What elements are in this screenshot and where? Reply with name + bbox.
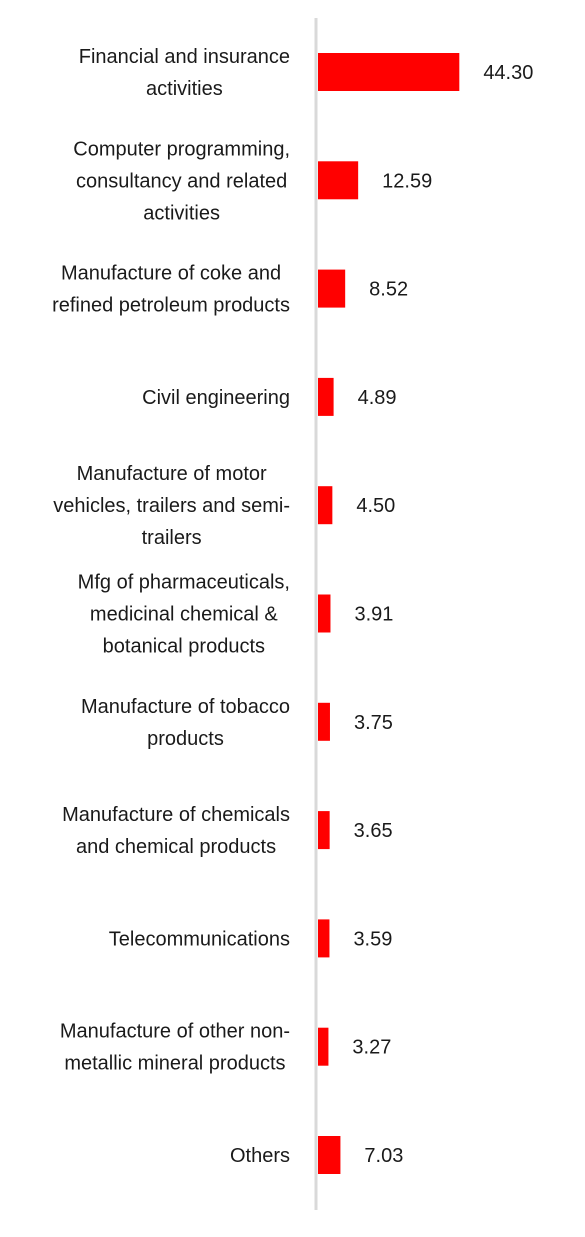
category-label-line: Computer programming, xyxy=(73,138,290,160)
bar xyxy=(318,53,460,91)
category-label-line: Manufacture of tobacco xyxy=(81,696,290,718)
bar xyxy=(318,919,330,958)
category-label-line: Manufacture of motor xyxy=(77,463,267,485)
bar-value-label: 12.59 xyxy=(382,170,432,192)
bar-value-label: 3.75 xyxy=(354,712,393,734)
category-label-line: consultancy and related xyxy=(76,170,287,192)
bar xyxy=(318,269,346,308)
category-label-line: trailers xyxy=(142,527,202,549)
category-label-line: Manufacture of coke and xyxy=(61,263,281,285)
bar-value-label: 3.59 xyxy=(353,928,392,950)
category-label-line: botanical products xyxy=(103,636,265,658)
category-label: Manufacture of tobacco products xyxy=(81,696,290,750)
category-label-line: vehicles, trailers and semi- xyxy=(53,495,290,517)
bar xyxy=(318,811,330,850)
category-label: Others xyxy=(230,1145,290,1167)
bar xyxy=(318,161,359,200)
category-label: Manufacture of chemicals and chemical pro… xyxy=(62,804,290,858)
category-label-line: products xyxy=(147,728,224,750)
bar xyxy=(318,1027,329,1066)
value-labels-layer: 44.30 12.59 8.52 4.89 4.50 3.91 3.75 3.65 3.59 3.… xyxy=(352,62,533,1167)
category-label: Manufacture of coke and refined petroleum… xyxy=(52,263,290,317)
category-label: Computer programming, consultancy and rel… xyxy=(73,138,290,224)
category-label-line: Telecommunications xyxy=(109,928,290,950)
bar-value-label: 4.89 xyxy=(358,387,397,409)
bar-value-label: 44.30 xyxy=(483,62,533,84)
category-label-line: activities xyxy=(143,202,220,224)
category-label: Financial and insurance activities xyxy=(79,46,290,100)
category-label: Mfg of pharmaceuticals, medicinal chemica… xyxy=(78,572,290,658)
category-label-line: Financial and insurance xyxy=(79,46,290,68)
category-label: Civil engineering xyxy=(142,387,290,409)
category-label-line: Manufacture of chemicals xyxy=(62,804,290,826)
bar-value-label: 7.03 xyxy=(364,1145,403,1167)
category-label-line: medicinal chemical & xyxy=(90,604,279,626)
bar xyxy=(318,1136,341,1174)
category-label: Telecommunications xyxy=(109,928,290,950)
category-label-line: metallic mineral products xyxy=(64,1053,285,1075)
category-label-line: activities xyxy=(146,78,223,100)
bar xyxy=(318,486,333,525)
category-label-line: Mfg of pharmaceuticals, xyxy=(78,572,290,594)
bar xyxy=(318,377,334,416)
bar-value-label: 8.52 xyxy=(369,279,408,301)
bar-value-label: 3.91 xyxy=(354,604,393,626)
category-labels-layer: Financial and insuranceactivitiesCompute… xyxy=(52,46,290,1167)
category-label: Manufacture of motor vehicles, trailers a… xyxy=(53,463,290,549)
bars-layer xyxy=(318,53,460,1174)
category-label-line: Others xyxy=(230,1145,290,1167)
bar xyxy=(318,702,330,741)
category-label-line: Civil engineering xyxy=(142,387,290,409)
category-label-line: and chemical products xyxy=(76,836,276,858)
bar-value-label: 4.50 xyxy=(356,495,395,517)
category-label-line: Manufacture of other non- xyxy=(60,1021,290,1043)
category-label: Manufacture of other non-metallic minera… xyxy=(60,1021,290,1075)
bar xyxy=(318,594,331,633)
bar-value-label: 3.27 xyxy=(352,1037,391,1059)
bar-value-label: 3.65 xyxy=(354,820,393,842)
category-label-line: refined petroleum products xyxy=(52,295,290,317)
